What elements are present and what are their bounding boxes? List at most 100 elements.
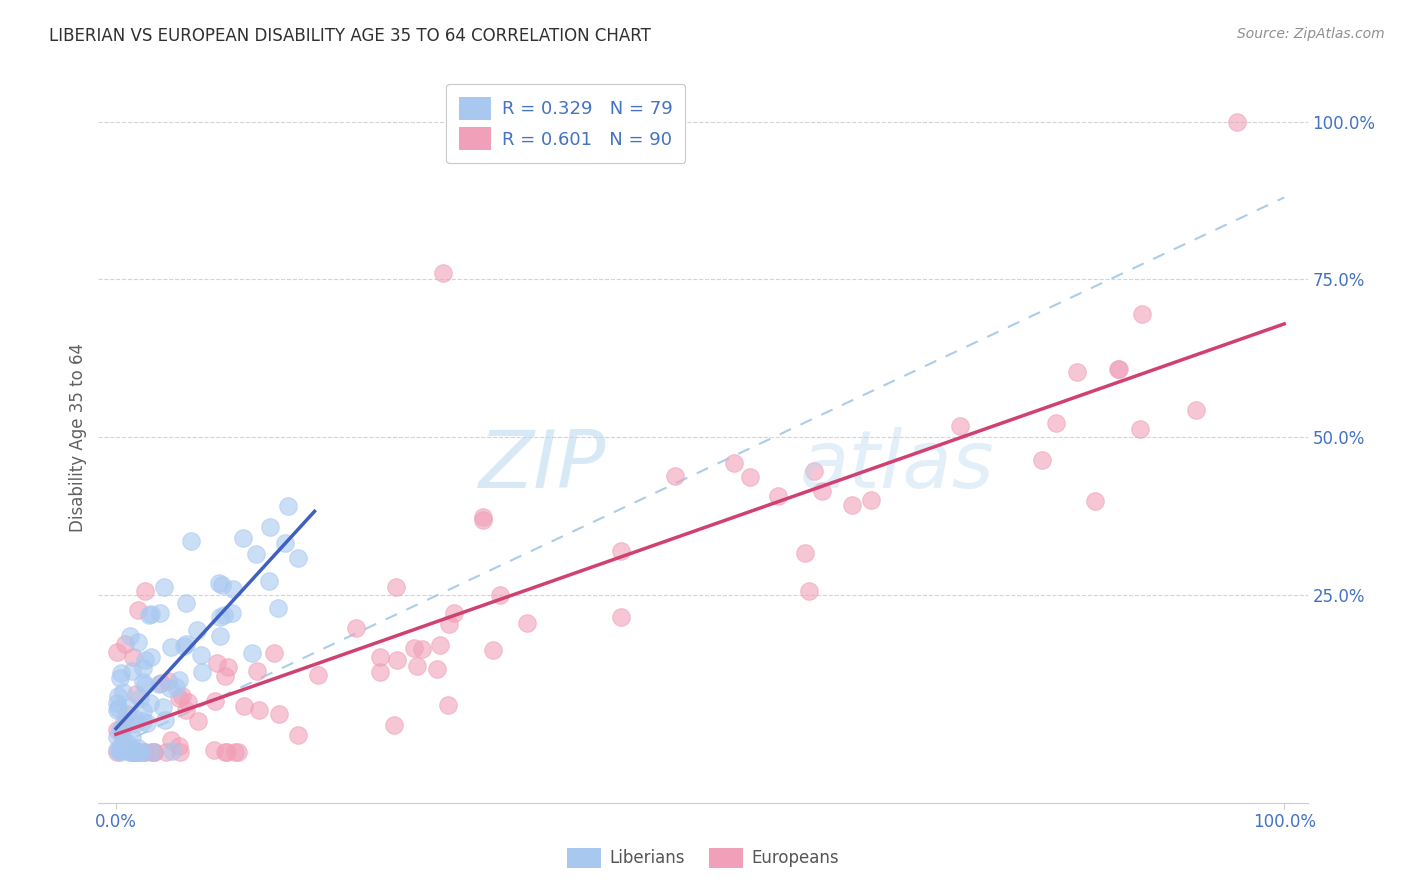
Point	[224, 745, 246, 759]
Point	[245, 547, 267, 561]
Point	[1108, 362, 1130, 376]
Point	[277, 499, 299, 513]
Point	[221, 606, 243, 620]
Point	[344, 621, 367, 635]
Point	[384, 580, 406, 594]
Point	[110, 745, 132, 759]
Point	[141, 745, 163, 759]
Point	[105, 743, 128, 757]
Point	[110, 665, 132, 680]
Point	[139, 696, 162, 710]
Point	[134, 745, 156, 759]
Point	[142, 745, 165, 759]
Point	[174, 703, 197, 717]
Point	[118, 740, 141, 755]
Point	[169, 739, 191, 754]
Text: Source: ZipAtlas.com: Source: ZipAtlas.com	[1237, 27, 1385, 41]
Point	[110, 738, 132, 752]
Point	[132, 704, 155, 718]
Point	[127, 745, 149, 759]
Point	[153, 580, 176, 594]
Point	[132, 661, 155, 675]
Point	[1185, 402, 1208, 417]
Point	[426, 662, 449, 676]
Point	[516, 616, 538, 631]
Point	[139, 650, 162, 665]
Point	[173, 639, 195, 653]
Text: ZIP: ZIP	[479, 427, 606, 506]
Point	[165, 680, 187, 694]
Point	[108, 722, 131, 736]
Point	[263, 646, 285, 660]
Point	[125, 745, 148, 759]
Point	[240, 646, 263, 660]
Point	[212, 608, 235, 623]
Point	[115, 715, 138, 730]
Point	[610, 610, 633, 624]
Point	[167, 690, 190, 705]
Point	[107, 690, 129, 704]
Point	[1031, 453, 1053, 467]
Point	[1066, 365, 1088, 379]
Point	[443, 606, 465, 620]
Point	[115, 706, 138, 721]
Point	[191, 665, 214, 680]
Point	[429, 639, 451, 653]
Point	[793, 546, 815, 560]
Point	[118, 745, 141, 759]
Point	[204, 694, 226, 708]
Point	[287, 728, 309, 742]
Point	[803, 464, 825, 478]
Point	[105, 696, 128, 710]
Point	[259, 520, 281, 534]
Text: atlas: atlas	[800, 427, 994, 506]
Point	[121, 730, 143, 744]
Point	[134, 678, 156, 692]
Point	[134, 583, 156, 598]
Point	[267, 601, 290, 615]
Point	[155, 745, 177, 759]
Point	[1083, 493, 1105, 508]
Point	[209, 629, 232, 643]
Point	[177, 695, 200, 709]
Point	[610, 544, 633, 558]
Point	[860, 492, 883, 507]
Point	[723, 456, 745, 470]
Point	[1107, 362, 1129, 376]
Point	[105, 703, 128, 717]
Point	[214, 745, 236, 759]
Point	[437, 616, 460, 631]
Point	[112, 714, 135, 728]
Point	[269, 706, 291, 721]
Point	[368, 665, 391, 679]
Point	[150, 676, 173, 690]
Point	[149, 606, 172, 620]
Point	[105, 730, 128, 744]
Point	[740, 470, 762, 484]
Point	[148, 677, 170, 691]
Point	[127, 635, 149, 649]
Point	[169, 673, 191, 688]
Point	[211, 578, 233, 592]
Point	[108, 744, 131, 758]
Point	[368, 650, 391, 665]
Point	[105, 745, 128, 759]
Point	[1226, 115, 1249, 129]
Point	[406, 659, 429, 673]
Point	[135, 716, 157, 731]
Point	[134, 653, 156, 667]
Point	[112, 735, 135, 749]
Point	[114, 636, 136, 650]
Point	[117, 735, 139, 749]
Point	[160, 640, 183, 654]
Point	[273, 536, 295, 550]
Point	[124, 712, 146, 726]
Point	[139, 607, 162, 622]
Point	[127, 602, 149, 616]
Point	[949, 418, 972, 433]
Point	[489, 587, 512, 601]
Point	[157, 673, 180, 688]
Point	[111, 721, 134, 735]
Point	[186, 623, 208, 637]
Point	[160, 744, 183, 758]
